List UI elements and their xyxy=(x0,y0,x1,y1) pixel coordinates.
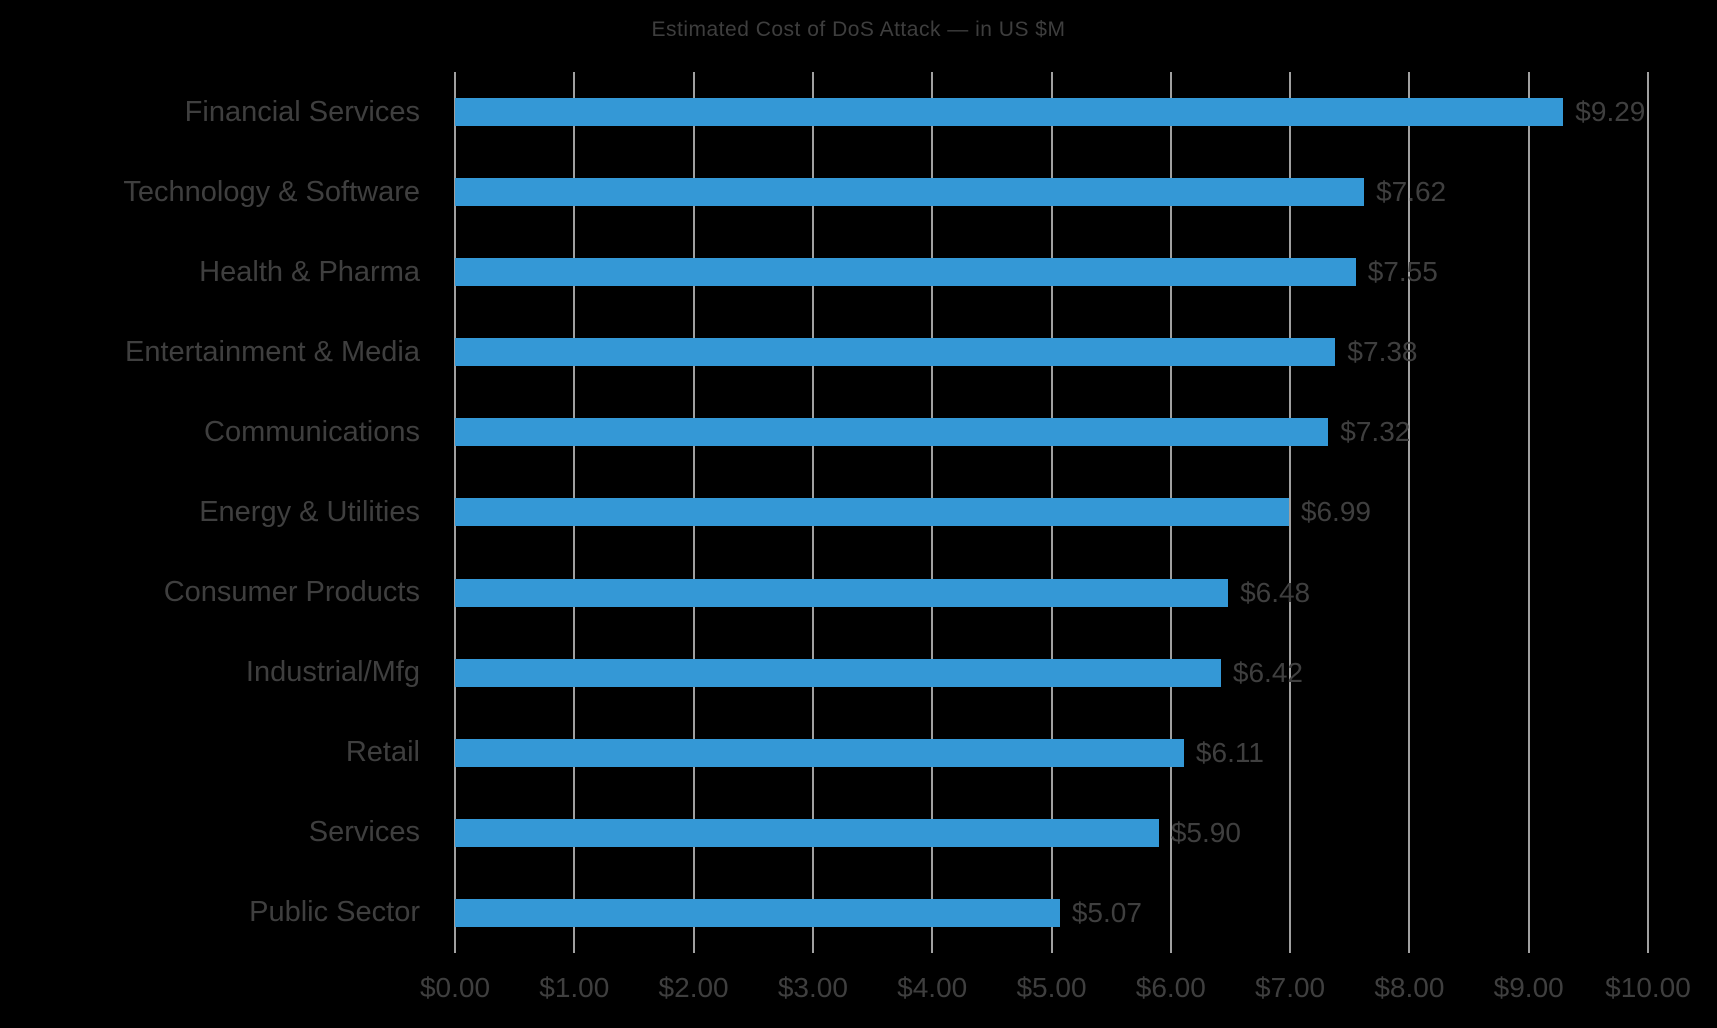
category-label: Industrial/Mfg xyxy=(245,656,420,689)
bar xyxy=(455,818,1159,847)
data-label: $5.07 xyxy=(1071,896,1142,928)
category-label: Communications xyxy=(204,415,420,448)
x-tick-label: $1.00 xyxy=(539,972,610,1003)
bar xyxy=(455,98,1564,127)
x-axis-tick-labels: $0.00 $1.00 $2.00 $3.00 $4.00 $5.00 $6.00 $7.00… xyxy=(420,972,1691,1014)
bar-row: $7.32 xyxy=(455,392,1648,472)
x-tick-label: $5.00 xyxy=(1016,972,1087,1003)
bar-row: $6.99 xyxy=(455,472,1648,552)
x-tick-label: $3.00 xyxy=(777,972,848,1003)
data-label: $6.42 xyxy=(1232,656,1303,688)
bar-row: $5.07 xyxy=(455,873,1648,953)
category-label: Retail xyxy=(345,736,420,769)
bar-row: $9.29 xyxy=(455,72,1648,152)
bar xyxy=(455,498,1289,527)
bar xyxy=(455,258,1356,287)
bar-row: $7.62 xyxy=(455,152,1648,232)
data-label: $7.38 xyxy=(1347,336,1418,368)
x-tick-label: $10.00 xyxy=(1605,972,1691,1003)
bar xyxy=(455,658,1221,687)
bar xyxy=(455,578,1229,607)
bar-row: $5.90 xyxy=(455,793,1648,873)
bar-row: $7.38 xyxy=(455,312,1648,392)
data-label: $6.99 xyxy=(1300,496,1371,528)
bar-row: $6.11 xyxy=(455,713,1648,793)
x-tick-label: $7.00 xyxy=(1255,972,1326,1003)
chart-title: Estimated Cost of DoS Attack — in US $M xyxy=(651,18,1066,41)
gridline xyxy=(1527,72,1530,953)
y-axis-category-labels: Financial Services Technology & Software H… xyxy=(0,72,420,953)
x-tick-label: $8.00 xyxy=(1374,972,1445,1003)
x-tick-label: $6.00 xyxy=(1135,972,1206,1003)
category-label: Financial Services xyxy=(184,95,420,128)
bar xyxy=(455,738,1184,767)
data-label: $6.48 xyxy=(1240,576,1311,608)
data-label: $7.55 xyxy=(1367,256,1438,288)
category-label: Consumer Products xyxy=(163,576,420,609)
data-label: $7.62 xyxy=(1376,176,1447,208)
bar-row: $7.55 xyxy=(455,232,1648,312)
category-label: Public Sector xyxy=(249,896,420,929)
category-label: Entertainment & Media xyxy=(125,335,420,368)
category-label: Services xyxy=(308,816,420,849)
x-tick-label: $9.00 xyxy=(1493,972,1564,1003)
bar-row: $6.42 xyxy=(455,633,1648,713)
plot-area: $9.29 $7.62 $7.55 $7.38 $7.32 $6.99 $6.48 $6.42… xyxy=(454,72,1649,953)
x-tick-label: $2.00 xyxy=(658,972,729,1003)
category-label: Technology & Software xyxy=(123,175,420,208)
bar xyxy=(455,178,1365,207)
category-label: Energy & Utilities xyxy=(199,495,420,528)
data-label: $5.90 xyxy=(1170,816,1241,848)
category-label: Health & Pharma xyxy=(199,255,420,288)
data-label: $9.29 xyxy=(1575,96,1646,128)
gridline xyxy=(1647,72,1649,953)
data-label: $6.11 xyxy=(1195,736,1264,768)
bar xyxy=(455,898,1060,927)
gridline xyxy=(1289,72,1292,953)
bar xyxy=(455,338,1336,367)
bars-layer: $9.29 $7.62 $7.55 $7.38 $7.32 $6.99 $6.48 $6.42… xyxy=(455,72,1648,953)
x-tick-label: $0.00 xyxy=(419,972,491,1003)
bar xyxy=(455,418,1329,447)
bar-row: $6.48 xyxy=(455,553,1648,633)
data-label: $7.32 xyxy=(1340,416,1411,448)
x-tick-label: $4.00 xyxy=(897,972,968,1003)
gridline xyxy=(1408,72,1411,953)
